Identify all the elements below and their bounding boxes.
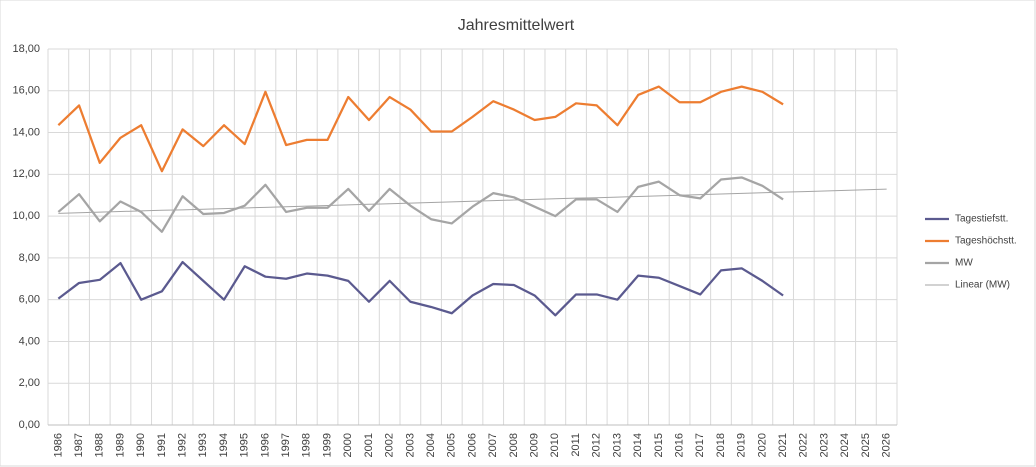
x-tick-label: 2007	[487, 433, 499, 457]
x-tick-label: 1995	[239, 433, 251, 457]
x-tick-label: 2025	[860, 433, 872, 457]
x-tick-label: 2023	[818, 433, 830, 457]
x-tick-label: 1992	[177, 433, 189, 457]
y-tick-label: 12,00	[12, 168, 40, 180]
x-tick-label: 2020	[756, 433, 768, 457]
x-tick-label: 2014	[632, 433, 644, 457]
x-tick-label: 2006	[466, 433, 478, 457]
x-tick-label: 1988	[94, 433, 106, 457]
y-tick-label: 2,00	[19, 377, 40, 389]
x-tick-label: 2003	[404, 433, 416, 457]
x-tick-label: 2008	[508, 433, 520, 457]
x-tick-label: 2009	[529, 433, 541, 457]
x-tick-label: 1994	[218, 433, 230, 457]
x-tick-label: 2011	[570, 433, 582, 457]
series-line	[57, 260, 784, 317]
trendline	[58, 188, 887, 214]
y-tick-label: 10,00	[12, 210, 40, 222]
x-tick-label: 2018	[715, 433, 727, 457]
x-tick-label: 2013	[611, 433, 623, 457]
x-tick-label: 1993	[197, 433, 209, 457]
x-tick-label: 2022	[798, 433, 810, 457]
x-tick-label: 1997	[280, 433, 292, 457]
x-tick-label: 1987	[73, 433, 85, 457]
x-tick-label: 2019	[736, 433, 748, 457]
x-tick-label: 2017	[694, 433, 706, 457]
x-tick-label: 1998	[301, 433, 313, 457]
x-tick-label: 2024	[839, 433, 851, 457]
y-tick-label: 0,00	[19, 419, 40, 431]
y-tick-label: 8,00	[19, 252, 40, 264]
x-tick-label: 2005	[446, 433, 458, 457]
legend-label: MW	[955, 258, 973, 269]
x-tick-label: 2004	[425, 433, 437, 457]
x-tick-label: 2016	[673, 433, 685, 457]
x-tick-label: 2012	[591, 433, 603, 457]
x-tick-label: 1991	[156, 433, 168, 457]
x-tick-label: 1990	[135, 433, 147, 457]
y-tick-label: 16,00	[12, 85, 40, 97]
series-line	[57, 85, 784, 173]
y-tick-label: 14,00	[12, 126, 40, 138]
x-tick-label: 1989	[114, 433, 126, 457]
x-tick-label: 1999	[321, 433, 333, 457]
chart-title: Jahresmittelwert	[458, 17, 575, 34]
legend-label: Tageshöchstt.	[955, 236, 1017, 247]
x-tick-label: 2002	[384, 433, 396, 457]
x-tick-label: 1986	[52, 433, 64, 457]
y-tick-label: 18,00	[12, 43, 40, 55]
x-tick-label: 2010	[549, 433, 561, 457]
x-tick-label: 1996	[259, 433, 271, 457]
legend-label: Linear (MW)	[955, 280, 1010, 291]
y-tick-label: 4,00	[19, 335, 40, 347]
x-tick-label: 2015	[653, 433, 665, 457]
x-tick-label: 2021	[777, 433, 789, 457]
y-tick-label: 6,00	[19, 294, 40, 306]
x-tick-label: 2000	[342, 433, 354, 457]
legend-label: Tagestiefstt.	[955, 214, 1008, 225]
series-line	[57, 176, 784, 233]
x-tick-label: 2026	[881, 433, 893, 457]
x-tick-label: 2001	[363, 433, 375, 457]
